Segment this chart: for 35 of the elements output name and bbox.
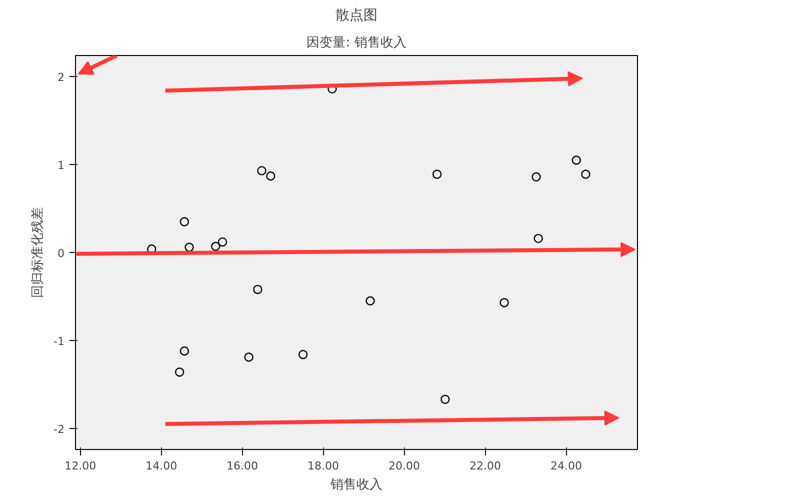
point [581, 170, 590, 179]
point [257, 166, 266, 176]
x-tick-label: 22.00 [470, 460, 502, 472]
point [266, 171, 276, 181]
x-tick-label: 20.00 [388, 460, 420, 472]
point [174, 368, 184, 377]
x-axis-title: 销售收入 [330, 478, 382, 492]
point [180, 217, 190, 226]
point [572, 156, 581, 165]
y-tick-label: 2 [58, 71, 64, 84]
x-tick-label: 12.00 [64, 460, 96, 472]
point [432, 170, 442, 179]
x-tick-label: 24.00 [550, 460, 582, 472]
chart-title: 散点图 [336, 8, 378, 24]
y-tick-label: -2 [54, 422, 64, 436]
point [440, 394, 450, 404]
point [298, 350, 308, 360]
point [253, 284, 262, 294]
x-tick-label: 18.00 [308, 460, 340, 472]
y-tick-label: -1 [54, 334, 64, 348]
chart-subtitle: 因变量: 销售收入 [306, 36, 406, 50]
point [366, 296, 375, 306]
point [210, 242, 220, 251]
point [184, 242, 194, 252]
x-tick-label: 14.00 [146, 460, 178, 472]
y-tick-label: 1 [58, 159, 64, 172]
y-axis-title: 回归标准化残差 [30, 207, 46, 298]
point [180, 346, 190, 356]
point [218, 237, 228, 247]
point [500, 298, 509, 308]
point [532, 172, 541, 182]
x-tick-label: 16.00 [226, 460, 258, 472]
point [534, 234, 543, 244]
point [244, 352, 254, 362]
y-tick-label: 0 [58, 247, 64, 260]
